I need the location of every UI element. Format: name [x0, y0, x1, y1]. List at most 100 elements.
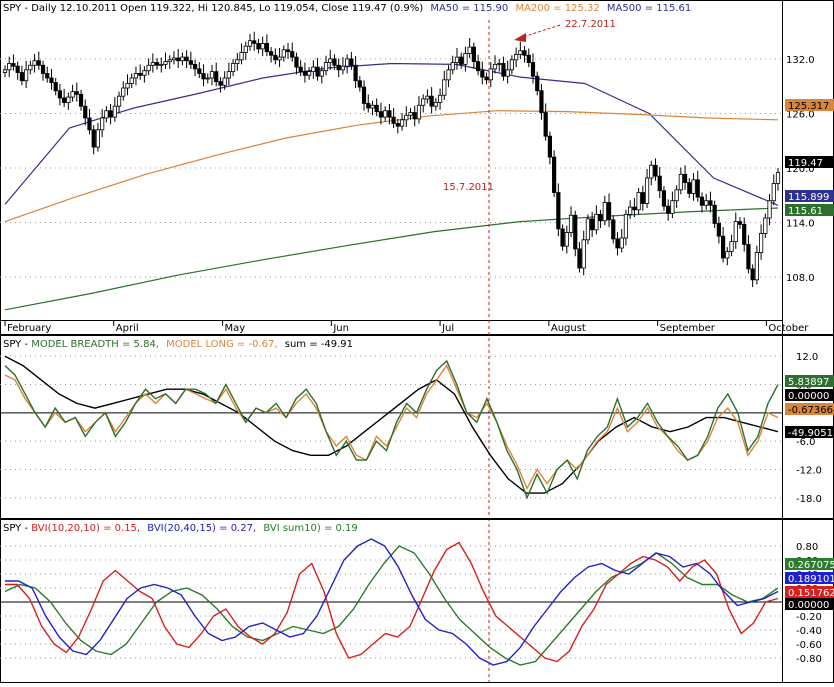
candle-body: [450, 62, 455, 71]
candle-body: [543, 112, 548, 137]
candle-body: [467, 46, 472, 54]
model-lines: [4, 355, 779, 500]
candle-body: [471, 46, 476, 63]
date-x-ticks: February April May Jun Jul August September Oct…: [4, 320, 809, 334]
candle-body: [19, 72, 24, 82]
model-header-long: MODEL LONG = -0.67,: [166, 339, 277, 350]
candle-body: [235, 59, 240, 64]
bvi-tick-label: -0.20: [796, 612, 822, 623]
ma200-badge: [785, 99, 834, 111]
candle-body: [581, 239, 586, 269]
candle-body: [763, 217, 768, 234]
candle-body: [585, 218, 591, 241]
bvi-b-badge: [785, 572, 834, 584]
price-header-ma500: MA500 = 115.61: [607, 3, 691, 14]
candle-body: [66, 96, 71, 103]
candle-body: [733, 221, 738, 243]
candle-body: [742, 223, 747, 245]
candle-body: [159, 63, 164, 66]
candle-body: [87, 117, 92, 131]
candle-body: [374, 104, 379, 113]
candlesticks: [2, 31, 781, 288]
bvi-tick-label: -0.80: [796, 654, 822, 665]
bvi-gridlines: [0, 545, 782, 659]
date-tick-label: Jul: [441, 323, 454, 334]
candle-body: [632, 206, 637, 211]
model-tick-label: 12.0: [796, 352, 818, 363]
candle-body: [247, 40, 253, 47]
candle-body: [252, 40, 257, 44]
candle-body: [699, 196, 705, 206]
candle-body: [695, 179, 700, 198]
candle-body: [78, 93, 84, 107]
candle-body: [142, 70, 147, 76]
candle-body: [425, 95, 430, 100]
candle-body: [598, 213, 603, 222]
candle-body: [269, 51, 274, 56]
candle-body: [737, 221, 743, 225]
candle-body: [74, 91, 79, 95]
candle-body: [674, 189, 679, 202]
candle-body: [70, 91, 75, 98]
candle-body: [290, 51, 295, 58]
candle-body: [15, 65, 20, 73]
bvi-tick-label: -0.60: [796, 640, 822, 651]
sum-badge: [785, 426, 834, 438]
candle-body: [497, 63, 502, 65]
candle-body: [492, 63, 498, 70]
candle-body: [357, 80, 362, 88]
candle-body: [526, 54, 531, 63]
candle-body: [746, 243, 751, 270]
candle-body: [687, 182, 692, 194]
date-tick-label: August: [551, 323, 586, 334]
candle-body: [260, 43, 265, 50]
price-tick-label: 114.0: [786, 219, 815, 230]
candle-body: [573, 214, 578, 250]
candle-body: [209, 71, 215, 79]
candle-body: [24, 69, 29, 82]
candle-body: [201, 73, 206, 80]
model-header-sum: sum = -49.91: [285, 339, 353, 350]
candle-body: [767, 200, 772, 219]
candle-body: [218, 81, 223, 86]
price-tick-label: 132.0: [786, 55, 815, 66]
candle-body: [277, 56, 282, 61]
candle-body: [480, 70, 485, 78]
candle-body: [475, 61, 481, 72]
candle-body: [623, 213, 629, 239]
bvi-line-1: [5, 538, 779, 666]
candle-body: [704, 200, 709, 206]
candle-body: [708, 200, 713, 206]
candle-body: [530, 62, 536, 77]
model-tick-label: -12.0: [796, 466, 822, 477]
candle-body: [95, 129, 101, 148]
candle-body: [514, 53, 519, 61]
candle-body: [125, 83, 130, 89]
candle-body: [535, 75, 540, 92]
candle-body: [353, 64, 358, 82]
candle-body: [446, 69, 451, 81]
candle-body: [121, 87, 126, 97]
candle-body: [644, 177, 650, 204]
ma500-badge-text: 115.61: [788, 206, 823, 217]
bvi-tick-label: -0.40: [796, 626, 822, 637]
ma500-badge: [785, 204, 834, 216]
peak-arrow-head: [514, 33, 526, 42]
ma50-badge: [785, 190, 834, 202]
candle-body: [661, 190, 667, 207]
candle-body: [192, 63, 198, 70]
candle-body: [264, 43, 269, 53]
candle-body: [328, 58, 333, 63]
candle-body: [171, 57, 177, 61]
candle-body: [408, 112, 413, 116]
candle-body: [484, 76, 489, 81]
bvi-a-badge: [785, 586, 834, 598]
candle-body: [657, 175, 662, 192]
candle-body: [459, 56, 464, 65]
model-zero-badge-text: 0.00000: [788, 391, 829, 402]
date-tick-label: October: [768, 323, 809, 334]
date-tick-label: February: [7, 323, 51, 334]
candle-body: [345, 58, 350, 67]
model-zero-badge: [785, 389, 834, 401]
candle-body: [256, 43, 261, 50]
